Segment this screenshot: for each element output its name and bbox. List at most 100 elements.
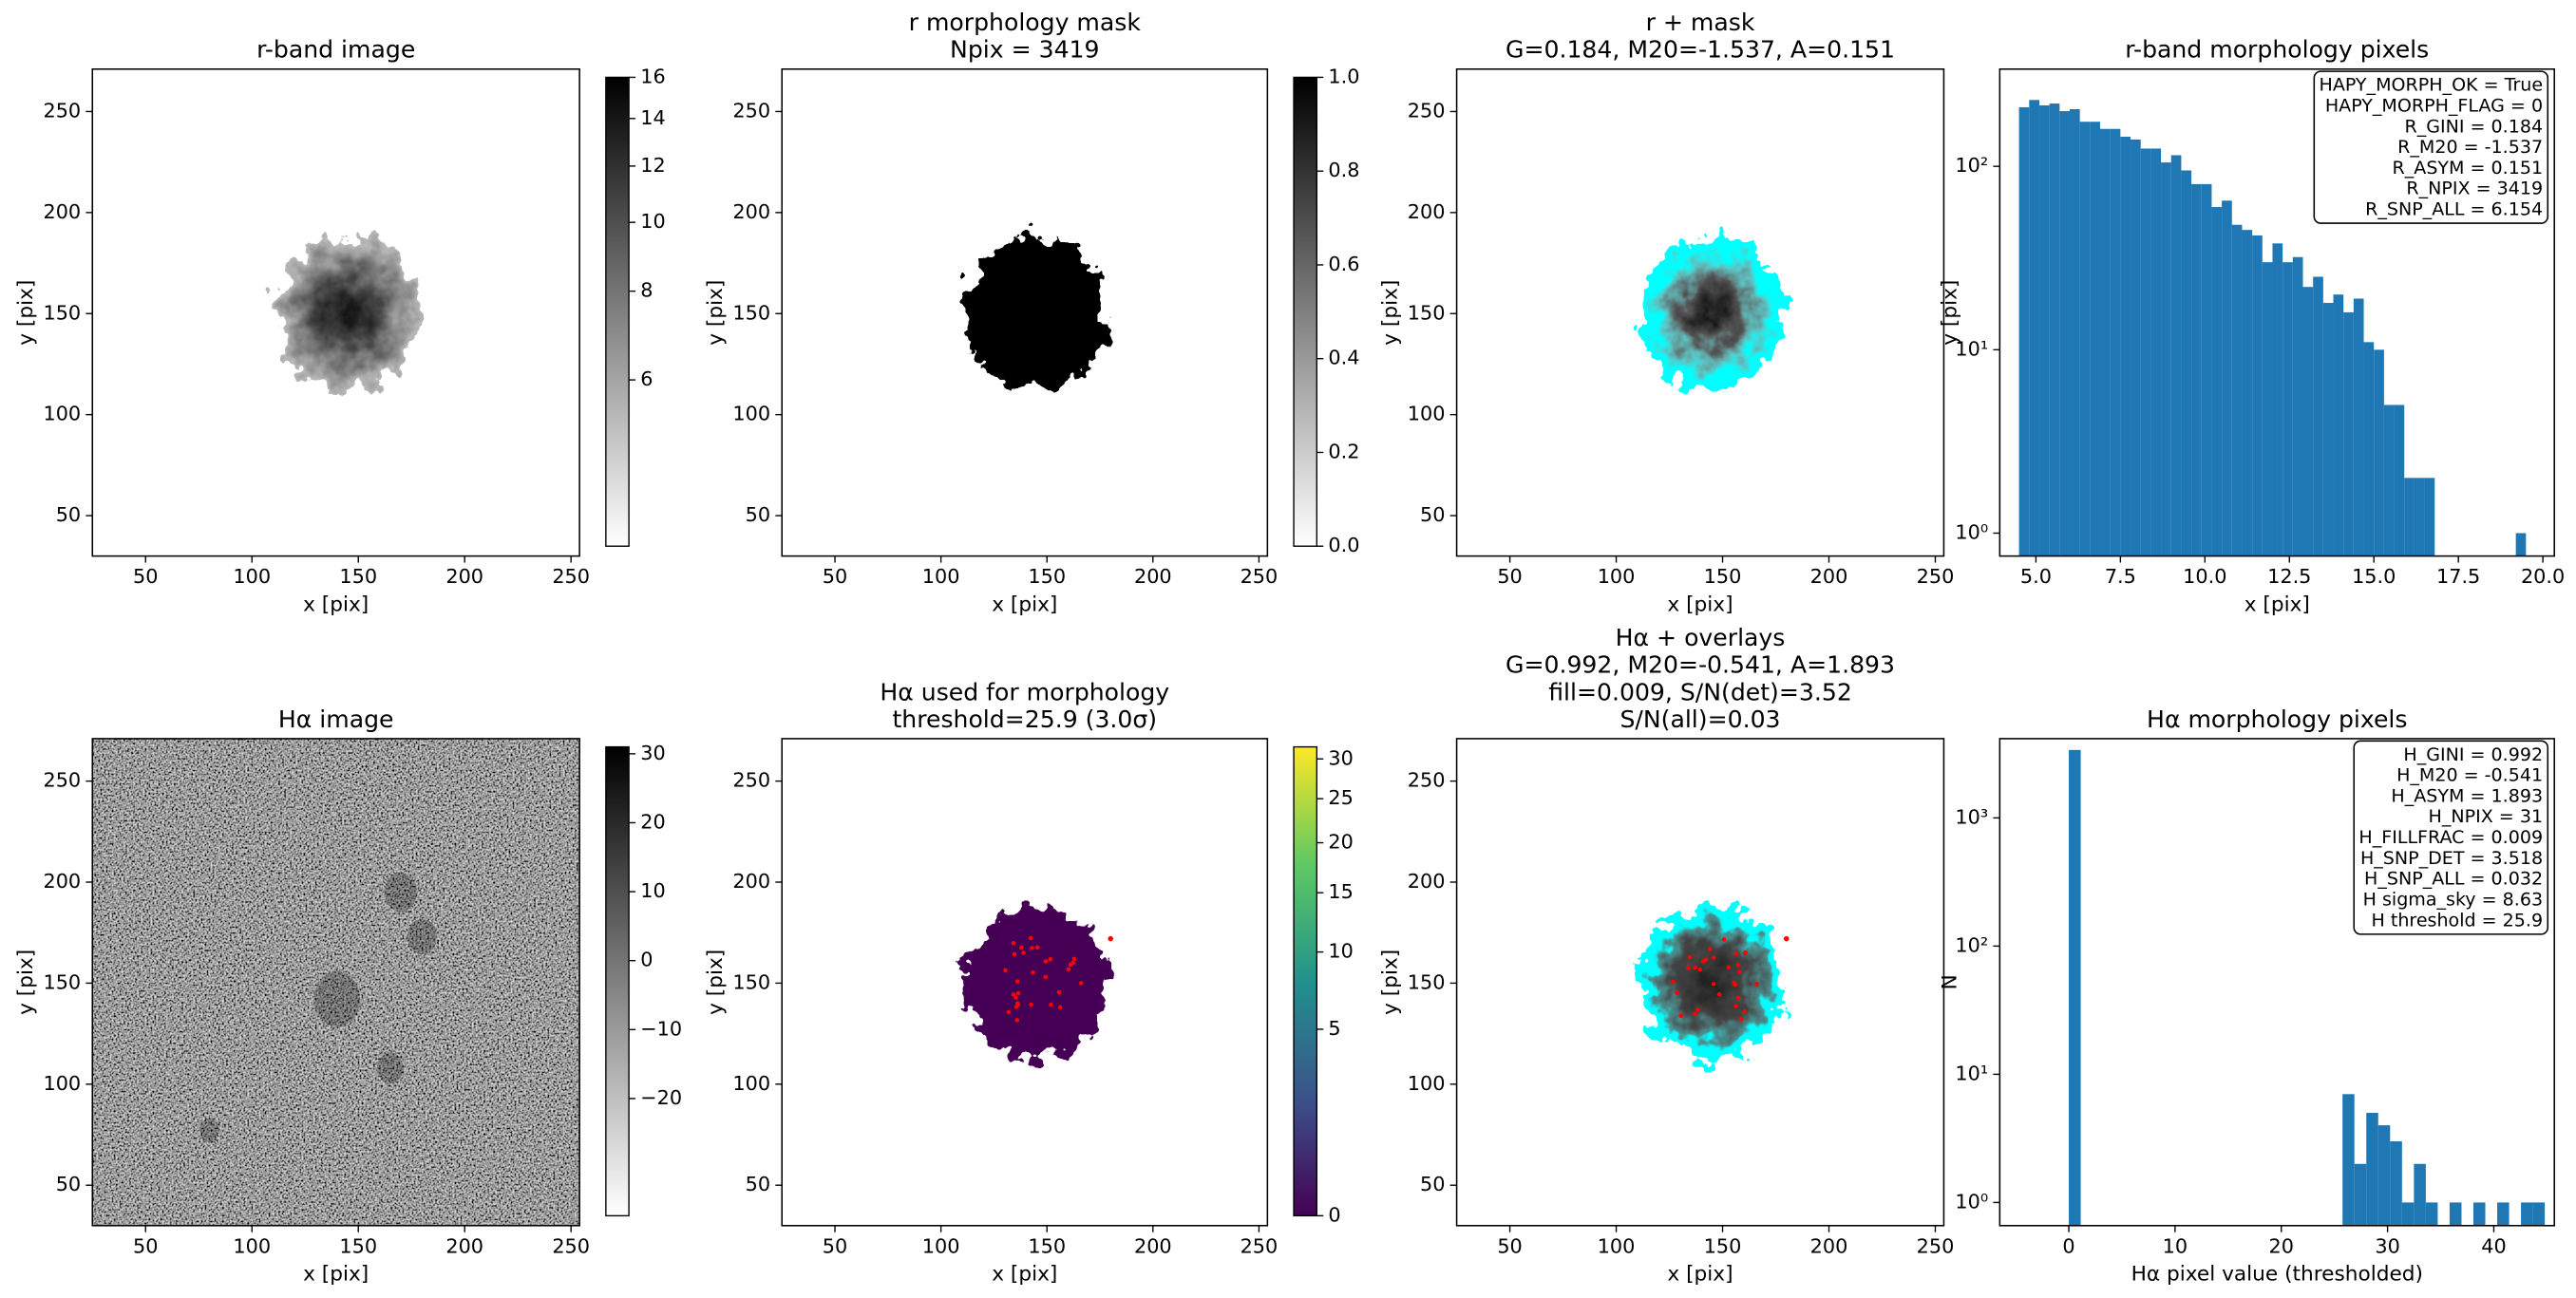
- detected-pixel: [1013, 995, 1018, 1000]
- colorbar-tick-label: 1.0: [1328, 65, 1359, 87]
- bar: [2242, 230, 2253, 556]
- galaxy: [275, 236, 421, 391]
- dark-patch: [376, 1052, 404, 1084]
- bar: [2390, 1140, 2402, 1226]
- detected-pixel: [1733, 1004, 1738, 1008]
- stats-line: H_ASYM = 1.893: [2391, 785, 2543, 806]
- detected-pixel: [1014, 1018, 1019, 1023]
- y-axis-label: y [pix]: [14, 950, 38, 1015]
- colorbar-tick-label: 0: [1328, 1203, 1340, 1226]
- detected-pixel: [1695, 1007, 1700, 1012]
- y-tick-label: 10⁰: [1955, 1190, 1988, 1213]
- bar: [2425, 1202, 2438, 1226]
- y-tick-label: 100: [732, 1072, 770, 1095]
- y-tick-label: 50: [56, 503, 81, 526]
- detected-pixel: [1735, 962, 1741, 968]
- detected-pixel: [1068, 962, 1073, 967]
- stats-line: H_GINI = 0.992: [2403, 744, 2543, 765]
- panel: 50 100 150 200 250 50 100 150 200 250 x [pix] y [pi…: [704, 9, 1360, 616]
- axes-frame: [1455, 738, 1945, 1227]
- y-tick-label: 50: [746, 1173, 770, 1195]
- bar: [2262, 262, 2273, 556]
- x-tick-label: 200: [1134, 1234, 1172, 1257]
- bar: [2181, 170, 2192, 556]
- bar: [2191, 183, 2202, 556]
- bar: [2059, 111, 2070, 556]
- detected-pixel: [1014, 979, 1020, 984]
- panel-title: Hα + overlays: [1616, 624, 1786, 651]
- detected-pixel: [1048, 957, 1053, 962]
- panel-title: r morphology mask: [909, 9, 1142, 36]
- colorbar-tick-label: 8: [640, 279, 653, 302]
- x-tick-label: 50: [1497, 1234, 1522, 1257]
- bar: [2231, 224, 2243, 556]
- x-tick-label: 100: [922, 1234, 960, 1257]
- x-axis-label: x [pix]: [1667, 1263, 1733, 1287]
- colorbar-tick-label: 20: [1328, 831, 1353, 854]
- x-tick-label: 5.0: [2020, 565, 2052, 588]
- y-tick-label: 200: [732, 870, 770, 893]
- y-tick-label: 200: [43, 200, 81, 223]
- bar: [2414, 478, 2425, 556]
- y-tick-label: 10¹: [1955, 1062, 1988, 1084]
- x-axis-label: Hα pixel value (thresholded): [2131, 1263, 2423, 1287]
- y-tick-label: 250: [732, 99, 770, 122]
- colorbar-tick-label: 0: [640, 949, 653, 971]
- x-axis-label: x [pix]: [1667, 593, 1733, 617]
- detected-pixel: [1011, 992, 1016, 997]
- stats-line: H_NPIX = 31: [2429, 806, 2544, 827]
- bar: [2366, 1113, 2378, 1226]
- colorbar-tick-label: 16: [640, 65, 665, 87]
- panel-title: r-band image: [256, 36, 415, 64]
- bar: [2038, 104, 2050, 556]
- panel: 50 100 150 200 250 50 100 150 200 250 x [pix] y [pi…: [1378, 624, 1954, 1287]
- bar: [2377, 1125, 2391, 1226]
- bar: [2342, 1094, 2355, 1226]
- bar: [2333, 294, 2344, 556]
- detected-pixel: [1738, 1016, 1744, 1022]
- panel-title: threshold=25.9 (3.0σ): [892, 705, 1157, 733]
- colorbar-tick-label: 10: [640, 210, 665, 233]
- detected-pixel: [1066, 967, 1071, 972]
- stats-box-frame: [2313, 70, 2549, 224]
- y-tick-label: 100: [732, 403, 770, 425]
- stats-line: R_NPIX = 3419: [2406, 179, 2543, 199]
- colorbar-tick-label: 14: [640, 106, 665, 129]
- x-tick-label: 10.0: [2183, 565, 2226, 588]
- y-axis-label: y [pix]: [1378, 280, 1402, 346]
- y-tick-label: 10²: [1955, 154, 1988, 177]
- masked-halpha: [964, 906, 1108, 1061]
- x-tick-label: 250: [552, 1234, 590, 1257]
- panel: 5.0 7.5 10.0 12.5 15.0 17.5 20.0 10⁰ 10¹ 10² x [pi…: [1938, 36, 2565, 617]
- bar: [2449, 1202, 2462, 1226]
- plot-area: [964, 236, 1108, 391]
- bar: [2211, 207, 2223, 556]
- x-tick-label: 150: [1028, 565, 1066, 588]
- y-tick-label: 10²: [1955, 933, 1988, 956]
- detected-pixel: [1031, 969, 1035, 975]
- colorbar-tick-label: 15: [1328, 880, 1353, 903]
- panel-title: Hα morphology pixels: [2147, 705, 2407, 733]
- stats-line: H_SNP_DET = 3.518: [2360, 848, 2543, 869]
- x-tick-label: 20.0: [2521, 565, 2565, 588]
- axes-frame: [91, 67, 580, 557]
- dark-patch: [313, 971, 361, 1027]
- axes-frame: [91, 738, 580, 1227]
- detected-pixel: [1711, 982, 1716, 987]
- axes-frame: [781, 67, 1269, 557]
- y-tick-label: 200: [732, 200, 770, 223]
- y-tick-label: 150: [1408, 301, 1446, 324]
- y-tick-label: 150: [732, 301, 770, 324]
- bar: [2343, 311, 2354, 556]
- detected-pixel: [1700, 959, 1706, 964]
- y-tick-label: 10¹: [1955, 337, 1988, 360]
- y-tick-label: 100: [43, 403, 81, 425]
- bar: [2131, 139, 2141, 556]
- bar: [2354, 1163, 2367, 1226]
- detected-pixel: [1011, 940, 1016, 946]
- stats-line: H_SNP_ALL = 0.032: [2364, 869, 2543, 890]
- detected-pixel: [1697, 967, 1702, 972]
- bar: [2222, 200, 2232, 556]
- bar: [2069, 108, 2080, 556]
